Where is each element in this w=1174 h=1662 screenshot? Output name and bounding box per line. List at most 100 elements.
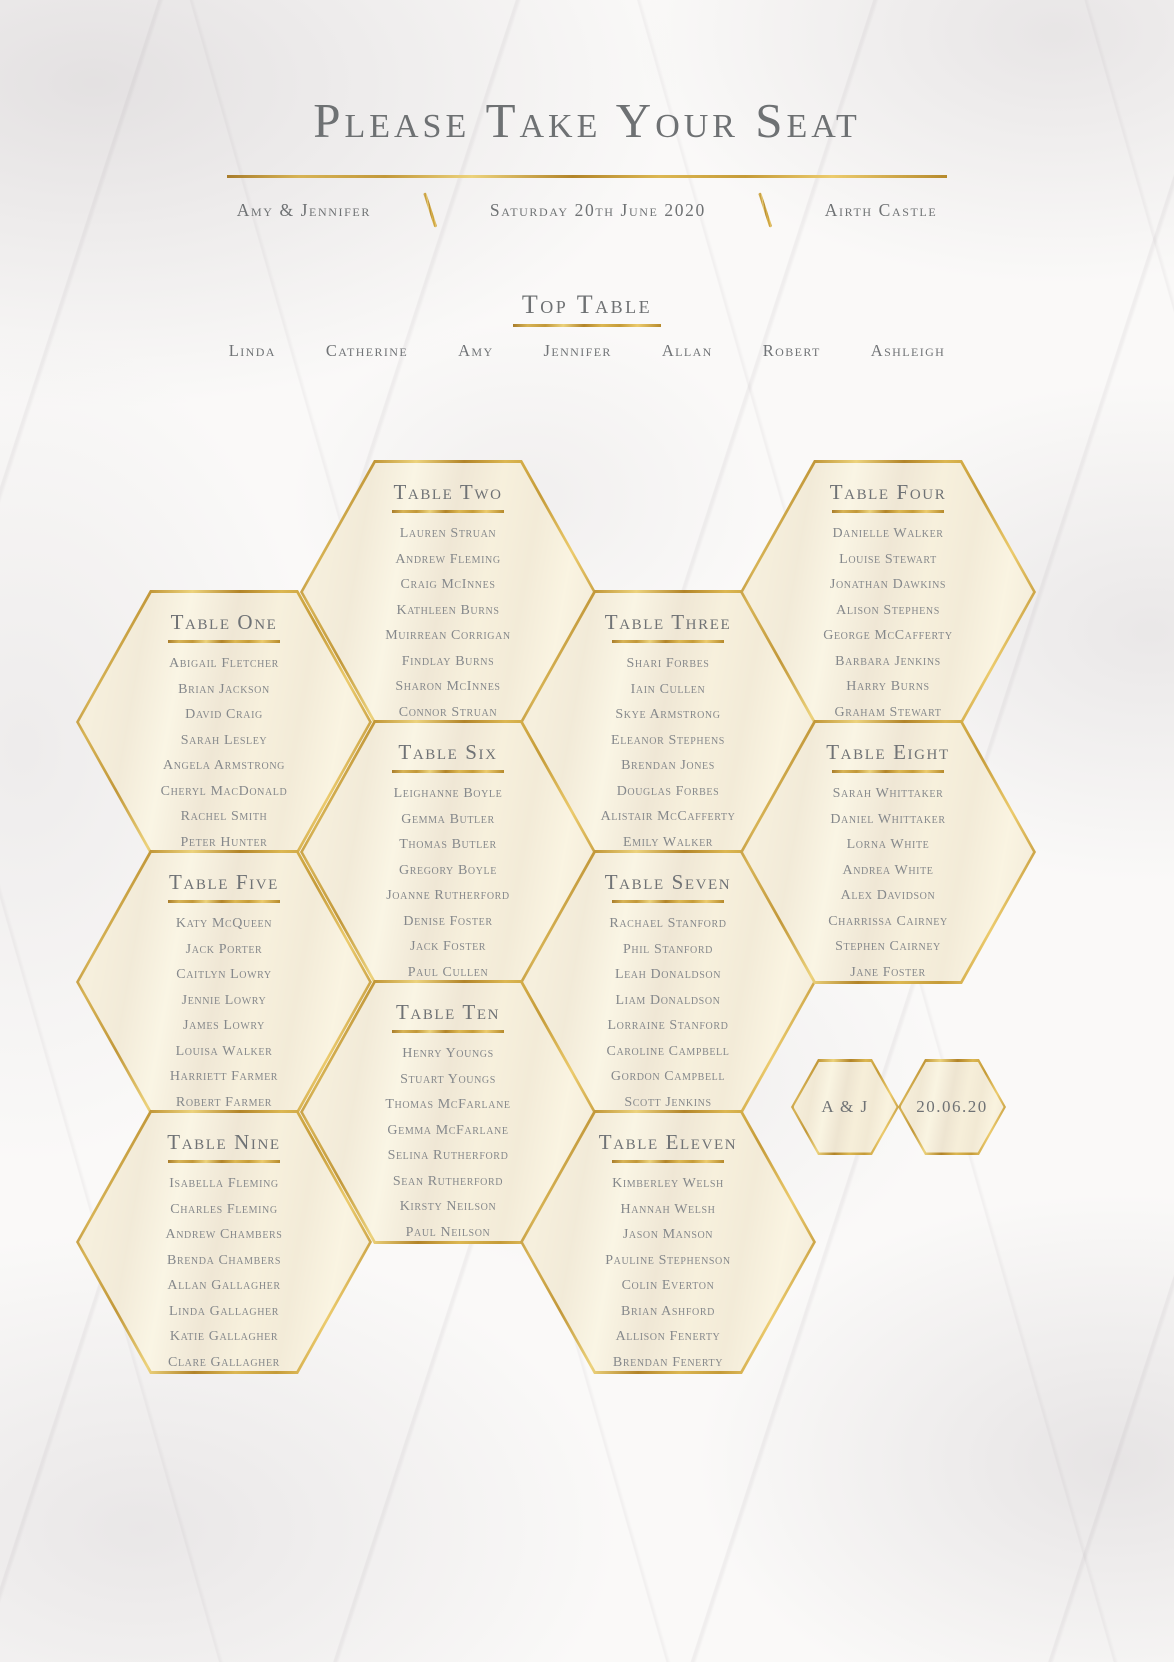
table-title: Table Ten — [395, 1000, 501, 1024]
table-five-panel: Table Five Katy McQueen Jack Porter Caitlyn… — [79, 853, 369, 1111]
guest-name: Clare Gallagher — [168, 1354, 280, 1370]
guest-name: Caroline Campbell — [606, 1043, 730, 1059]
table-gold-rule — [168, 900, 280, 903]
guest-name: Louisa Walker — [175, 1043, 273, 1059]
guest-name: Liam Donaldson — [615, 992, 721, 1008]
guest-name: Shari Forbes — [626, 656, 710, 671]
guest-name: Jane Foster — [850, 964, 926, 980]
guest-name: Jack Foster — [409, 939, 487, 954]
guest-name: Cheryl MacDonald — [160, 783, 288, 799]
event-info-row: Amy & Jennifer Saturday 20th June 2020 A… — [237, 190, 938, 230]
table-gold-rule — [168, 1160, 280, 1163]
guest-name: Andrew Chambers — [165, 1227, 283, 1242]
guest-name: Sarah Whittaker — [832, 786, 944, 801]
table-gold-rule — [832, 770, 944, 773]
table-nine-hexagon: Table Nine Isabella Fleming Charles Flemin… — [76, 1110, 372, 1374]
guest-name: Pauline Stephenson — [605, 1252, 731, 1268]
guest-name: Gemma Butler — [401, 811, 495, 827]
guest-name: Charles Fleming — [170, 1201, 278, 1217]
top-table-seat: Ashleigh — [870, 341, 946, 360]
guest-name: Brenda Chambers — [167, 1252, 281, 1268]
top-table-heading: Top Table — [521, 290, 653, 319]
badge-label: A & J — [821, 1097, 869, 1116]
table-title: Table Six — [398, 740, 498, 764]
guest-name: Graham Stewart — [834, 704, 942, 720]
guest-name: Sarah Lesley — [180, 732, 268, 748]
slash-divider-icon — [423, 192, 438, 228]
guest-name: Linda Gallagher — [168, 1303, 280, 1319]
guest-name: Andrew Fleming — [395, 551, 501, 567]
table-title: Table Two — [393, 480, 503, 504]
guest-name: Hannah Welsh — [620, 1201, 716, 1217]
guest-name: Abigail Fletcher — [169, 656, 279, 671]
guest-name: Robert Farmer — [175, 1094, 273, 1110]
guest-name: Connor Struan — [398, 704, 498, 720]
guest-name: Katy McQueen — [175, 916, 273, 931]
table-title: Table One — [170, 610, 278, 634]
guest-name: Peter Hunter — [180, 834, 268, 850]
guest-name: Thomas Butler — [399, 837, 497, 852]
guest-name: Katie Gallagher — [169, 1329, 279, 1344]
guest-name: Gemma McFarlane — [387, 1122, 509, 1138]
slash-divider-icon — [758, 192, 773, 228]
guest-name: David Craig — [185, 707, 263, 722]
guest-name: Stuart Youngs — [400, 1071, 496, 1087]
top-table-seat: Linda — [228, 341, 276, 360]
guest-name: Isabella Fleming — [169, 1176, 279, 1191]
table-gold-rule — [832, 510, 944, 513]
guest-name: Jack Porter — [185, 941, 263, 957]
table-title: Table Eleven — [598, 1130, 738, 1154]
guest-name: Jason Manson — [622, 1227, 714, 1242]
guest-name: Brendan Fenerty — [612, 1354, 724, 1370]
guest-name: Gregory Boyle — [399, 862, 497, 878]
guest-name: Daniel Whittaker — [830, 811, 946, 827]
couple-names: Amy & Jennifer — [236, 200, 371, 220]
guest-name: Allison Fenerty — [615, 1329, 721, 1344]
guest-name: Barbara Jenkins — [835, 653, 941, 669]
guest-name: Muirrean Corrigan — [385, 628, 511, 643]
table-one-panel: Table One Abigail Fletcher Brian Jackson Da… — [79, 593, 369, 851]
event-date: Saturday 20th June 2020 — [489, 200, 706, 220]
guest-name: Jonathan Dawkins — [829, 577, 947, 592]
guest-name: Andrea White — [842, 862, 934, 878]
guest-name: Paul Cullen — [407, 964, 489, 980]
badge-date-hexagon: 20.06.20 — [898, 1059, 1006, 1155]
venue-name: Airth Castle — [824, 200, 938, 220]
guest-name: Kirsty Neilson — [399, 1199, 497, 1214]
guest-name: Craig McInnes — [400, 577, 496, 592]
table-gold-rule — [392, 770, 504, 773]
table-one-hexagon: Table One Abigail Fletcher Brian Jackson Da… — [76, 590, 372, 854]
guest-name: Brian Jackson — [178, 681, 270, 697]
table-title: Table Four — [829, 480, 947, 504]
guest-name: Paul Neilson — [405, 1224, 491, 1240]
table-gold-rule — [612, 900, 724, 903]
guest-name: Findlay Burns — [401, 653, 495, 669]
table-title: Table Nine — [167, 1130, 281, 1154]
table-title: Table Seven — [604, 870, 732, 894]
guest-name: Caitlyn Lowry — [176, 967, 272, 982]
guest-name: Sharon McInnes — [395, 679, 501, 694]
guest-name: Selina Rutherford — [387, 1148, 509, 1163]
table-nine-panel: Table Nine Isabella Fleming Charles Flemin… — [79, 1113, 369, 1371]
top-table-seat: Jennifer — [543, 341, 612, 360]
guest-name: Skye Armstrong — [615, 707, 721, 722]
guest-name: Lauren Struan — [399, 526, 497, 541]
guest-name: Angela Armstrong — [163, 758, 285, 773]
page-title: Please Take Your Seat — [313, 93, 861, 148]
guest-name: Denise Foster — [403, 913, 493, 929]
table-five-hexagon: Table Five Katy McQueen Jack Porter Caitlyn… — [76, 850, 372, 1114]
guest-name: Harriett Farmer — [169, 1069, 279, 1084]
guest-name: Kimberley Welsh — [612, 1176, 724, 1191]
header-gold-rule — [227, 175, 947, 178]
guest-name: Kathleen Burns — [396, 602, 500, 618]
guest-name: Rachel Smith — [180, 809, 268, 824]
guest-name: Alex Davidson — [840, 888, 936, 903]
guest-name: Joanne Rutherford — [386, 888, 510, 903]
guest-name: Leah Donaldson — [614, 967, 722, 982]
guest-name: Brian Ashford — [621, 1303, 715, 1319]
guest-name: Leighanne Boyle — [393, 786, 503, 801]
guest-name: Gordon Campbell — [610, 1069, 726, 1084]
guest-name: Iain Cullen — [630, 681, 706, 697]
top-table-seats: Linda Catherine Amy Jennifer Allan Robert Ashl… — [229, 338, 946, 364]
top-table-gold-rule — [513, 324, 661, 327]
